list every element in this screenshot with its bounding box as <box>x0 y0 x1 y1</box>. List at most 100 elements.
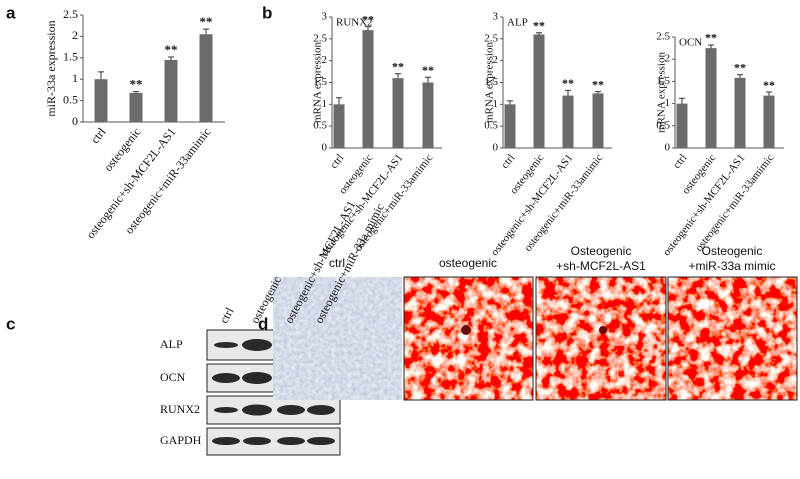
x-tick-label: ctrl <box>499 152 517 171</box>
y-tick-label: 0 <box>322 142 328 154</box>
y-tick-label: 1.5 <box>484 76 498 88</box>
bar <box>533 34 545 148</box>
bar <box>592 93 604 148</box>
error-bar <box>737 74 743 78</box>
x-tick-label: ctrl <box>671 152 689 171</box>
x-tick-label: ctrl <box>328 152 346 171</box>
stain-label: +sh-MCF2L-AS1 <box>556 259 646 273</box>
y-tick-label: 1 <box>665 97 671 109</box>
band <box>242 372 272 384</box>
chart-title: ALP <box>507 17 528 29</box>
significance: ** <box>705 31 717 45</box>
significance: ** <box>130 77 143 92</box>
y-tick-label: 3 <box>322 11 328 23</box>
panel-label: b <box>262 3 272 22</box>
y-tick-label: 1 <box>493 98 499 110</box>
y-tick-label: 1.5 <box>656 75 670 87</box>
significance: ** <box>763 78 775 92</box>
significance: ** <box>592 77 604 91</box>
y-axis-label: mRNA expression <box>312 42 324 123</box>
y-tick-label: 2 <box>493 54 499 66</box>
band <box>307 405 335 415</box>
bar <box>763 95 775 148</box>
blot-row-label: RUNX2 <box>160 402 200 416</box>
stain-frame <box>535 276 667 401</box>
chart-title: RUNX2 <box>336 17 373 29</box>
y-tick-label: 1.5 <box>313 76 327 88</box>
bar <box>333 104 345 148</box>
error-bar <box>708 44 714 49</box>
stain-frame <box>667 276 798 401</box>
band <box>277 437 305 445</box>
bar <box>392 78 404 148</box>
blot-row-label: ALP <box>160 337 183 351</box>
y-axis-label: miR-33a expression <box>44 20 58 116</box>
y-axis-label: mRNA expression <box>484 42 496 123</box>
y-tick-label: 0.5 <box>484 120 498 132</box>
panel-label: a <box>6 3 16 22</box>
error-bar <box>203 28 209 35</box>
y-tick-label: 1.5 <box>63 50 78 64</box>
y-tick-label: 2 <box>72 28 78 42</box>
bar <box>94 79 108 122</box>
stain-image <box>668 277 797 400</box>
blot-column-label: ctrl <box>217 304 237 325</box>
y-tick-label: 0.5 <box>656 119 670 131</box>
error-bar <box>679 97 685 104</box>
bar <box>422 82 434 148</box>
y-tick-label: 0.5 <box>313 120 327 132</box>
band <box>277 405 305 415</box>
stain-label: Osteogenic <box>571 244 632 258</box>
significance: ** <box>422 63 434 77</box>
band <box>214 342 238 348</box>
band <box>242 404 272 416</box>
stain-frame <box>403 276 534 401</box>
y-tick-label: 2 <box>665 53 671 65</box>
blot-row-label: GAPDH <box>160 433 202 447</box>
error-bar <box>536 32 542 35</box>
y-tick-label: 1 <box>322 98 328 110</box>
bar <box>504 104 516 148</box>
band <box>242 339 272 351</box>
significance: ** <box>533 18 545 32</box>
error-bar <box>565 89 571 96</box>
y-tick-label: 2 <box>322 54 328 66</box>
y-tick-label: 1 <box>72 71 78 85</box>
y-tick-label: 0 <box>665 142 671 154</box>
stain-spot <box>461 325 471 335</box>
significance: ** <box>734 60 746 74</box>
stain-spot <box>599 326 607 334</box>
stain-label: +miR-33a mimic <box>688 259 775 273</box>
error-bar <box>395 73 401 79</box>
error-bar <box>168 56 174 60</box>
band <box>243 437 271 445</box>
stain-label: osteogenic <box>439 256 497 270</box>
y-tick-label: 0 <box>493 142 499 154</box>
bar <box>734 77 746 148</box>
y-tick-label: 0 <box>72 114 78 128</box>
y-axis-label: mRNA expression <box>656 52 668 133</box>
panel-label: c <box>6 314 15 333</box>
stain-label: ctrl <box>329 256 345 270</box>
x-tick-label: ctrl <box>88 124 109 146</box>
significance: ** <box>392 60 404 74</box>
error-bar <box>425 76 431 83</box>
significance: ** <box>362 12 374 26</box>
bar <box>676 103 688 148</box>
error-bar <box>595 91 601 94</box>
bar <box>199 34 213 123</box>
panel-label: d <box>258 314 268 333</box>
chart-title: OCN <box>679 37 702 49</box>
error-bar <box>133 91 139 93</box>
y-tick-label: 3 <box>493 11 499 23</box>
stain-label: Osteogenic <box>702 244 763 258</box>
stain-image <box>272 276 403 401</box>
significance: ** <box>165 42 178 57</box>
error-bar <box>507 100 513 105</box>
bar <box>362 30 374 149</box>
significance: ** <box>200 14 213 29</box>
y-tick-label: 2.5 <box>63 7 78 21</box>
band <box>212 373 240 383</box>
y-tick-label: 0.5 <box>63 92 78 106</box>
